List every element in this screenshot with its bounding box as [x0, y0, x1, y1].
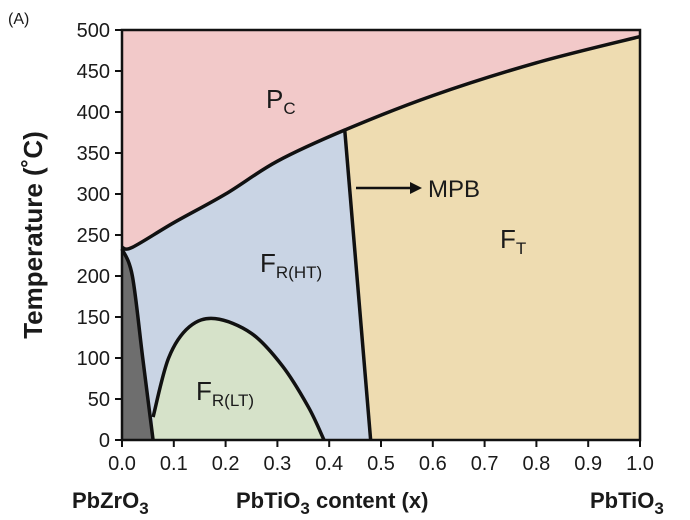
region-rhombohedral-lt — [153, 318, 325, 440]
x-tick-label: 0.6 — [419, 453, 447, 475]
mpb-label: MPB — [428, 176, 480, 203]
panel-label: (A) — [8, 11, 29, 28]
phase-label-ft: FT — [500, 224, 526, 258]
x-tick-label: 0.3 — [263, 453, 291, 475]
y-tick-label: 300 — [77, 184, 110, 206]
y-axis-label: Temperature (˚C) — [18, 131, 48, 339]
x-tick-label: 0.9 — [574, 453, 602, 475]
mpb-arrowhead — [410, 182, 422, 194]
right-endmember-label: PbTiO3 — [590, 488, 664, 518]
x-tick-label: 0.8 — [522, 453, 550, 475]
phase-label-pc: PC — [266, 84, 296, 118]
x-tick-label: 0.2 — [212, 453, 240, 475]
y-tick-label: 150 — [77, 307, 110, 329]
region-paraelectric-cubic — [122, 30, 640, 250]
x-tick-label: 0.5 — [367, 453, 395, 475]
x-tick-label: 1.0 — [626, 453, 654, 475]
y-tick-label: 50 — [88, 389, 110, 411]
x-axis-label: PbTiO3 content (x) — [236, 488, 428, 518]
y-tick-label: 500 — [77, 20, 110, 42]
y-tick-label: 350 — [77, 143, 110, 165]
mpb-boundary-line — [342, 129, 373, 441]
x-tick-label: 0.0 — [108, 453, 136, 475]
region-tetragonal — [344, 36, 640, 441]
y-tick-label: 450 — [77, 61, 110, 83]
rhombo-lt-boundary-line — [151, 316, 326, 441]
curie-boundary-line — [121, 34, 641, 251]
left-endmember-label: PbZrO3 — [72, 488, 149, 518]
phase-label-fr-lt: FR(LT) — [196, 376, 254, 410]
antiferro-boundary-line — [120, 248, 155, 441]
y-tick-label: 0 — [99, 430, 110, 452]
x-tick-label: 0.1 — [160, 453, 188, 475]
x-tick-label: 0.4 — [315, 453, 343, 475]
x-tick-label: 0.7 — [471, 453, 499, 475]
y-tick-label: 100 — [77, 348, 110, 370]
phase-label-fr-ht: FR(HT) — [260, 248, 322, 282]
y-tick-label: 400 — [77, 102, 110, 124]
y-tick-label: 250 — [77, 225, 110, 247]
y-tick-label: 200 — [77, 266, 110, 288]
